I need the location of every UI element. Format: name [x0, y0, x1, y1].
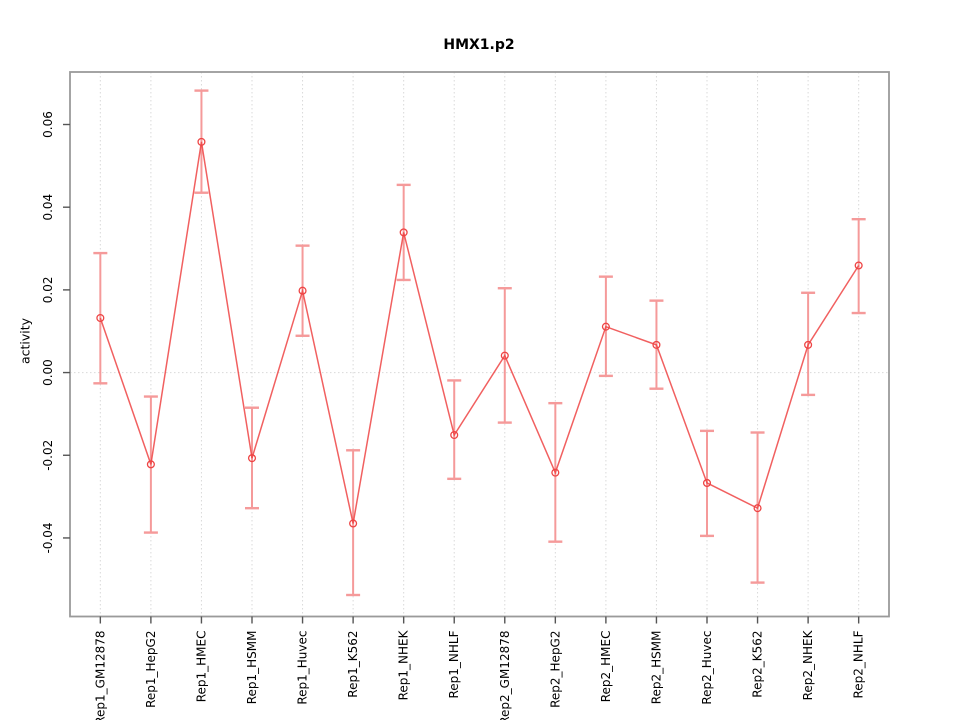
y-tick-label: 0.02: [41, 277, 55, 304]
series-line: [99, 141, 860, 524]
data-point: [804, 340, 813, 349]
x-tick-label: Rep2_HSMM: [649, 631, 663, 705]
data-point: [450, 430, 459, 440]
y-tick-label: 0.04: [41, 194, 55, 221]
x-tick-label: Rep2_NHLF: [852, 630, 866, 698]
y-tick-label: -0.04: [41, 522, 55, 553]
data-point: [753, 504, 762, 513]
data-point: [349, 519, 358, 528]
y-tick-label: 0.06: [41, 111, 55, 138]
x-tick-label: Rep2_NHEK: [801, 629, 815, 700]
plot-box: [69, 71, 890, 618]
x-tick-label: Rep1_HMEC: [194, 631, 208, 703]
data-point: [551, 468, 560, 477]
x-tick-label: Rep2_HMEC: [599, 631, 613, 703]
x-tick-label: Rep2_K562: [751, 631, 765, 698]
x-tick-label: Rep2_HepG2: [548, 631, 562, 708]
x-tick-label: Rep1_HepG2: [144, 631, 158, 708]
data-point: [146, 460, 155, 469]
x-tick-label: Rep1_K562: [346, 631, 360, 698]
x-tick-label: Rep1_HSMM: [245, 631, 259, 705]
data-point: [399, 228, 408, 237]
x-tick-label: Rep2_GM12878: [498, 631, 512, 720]
data-point: [96, 313, 105, 323]
x-tick-label: Rep2_Huvec: [700, 631, 714, 705]
y-tick-label: -0.02: [41, 440, 55, 471]
data-point: [854, 261, 863, 270]
x-tick-label: Rep1_GM12878: [93, 631, 107, 720]
chart-title: HMX1.p2: [443, 37, 515, 53]
data-point: [652, 340, 661, 349]
x-tick-label: Rep1_Huvec: [296, 631, 310, 705]
data-point: [601, 322, 610, 331]
data-point: [247, 454, 257, 463]
x-tick-label: Rep1_NHLF: [447, 630, 461, 698]
data-point: [298, 286, 307, 295]
data-point: [197, 137, 206, 146]
data-point: [702, 478, 712, 488]
data-point: [500, 351, 509, 360]
y-axis-title: activity: [17, 317, 33, 365]
x-tick-label: Rep1_NHEK: [397, 629, 411, 700]
y-tick-label: 0.00: [41, 359, 55, 386]
